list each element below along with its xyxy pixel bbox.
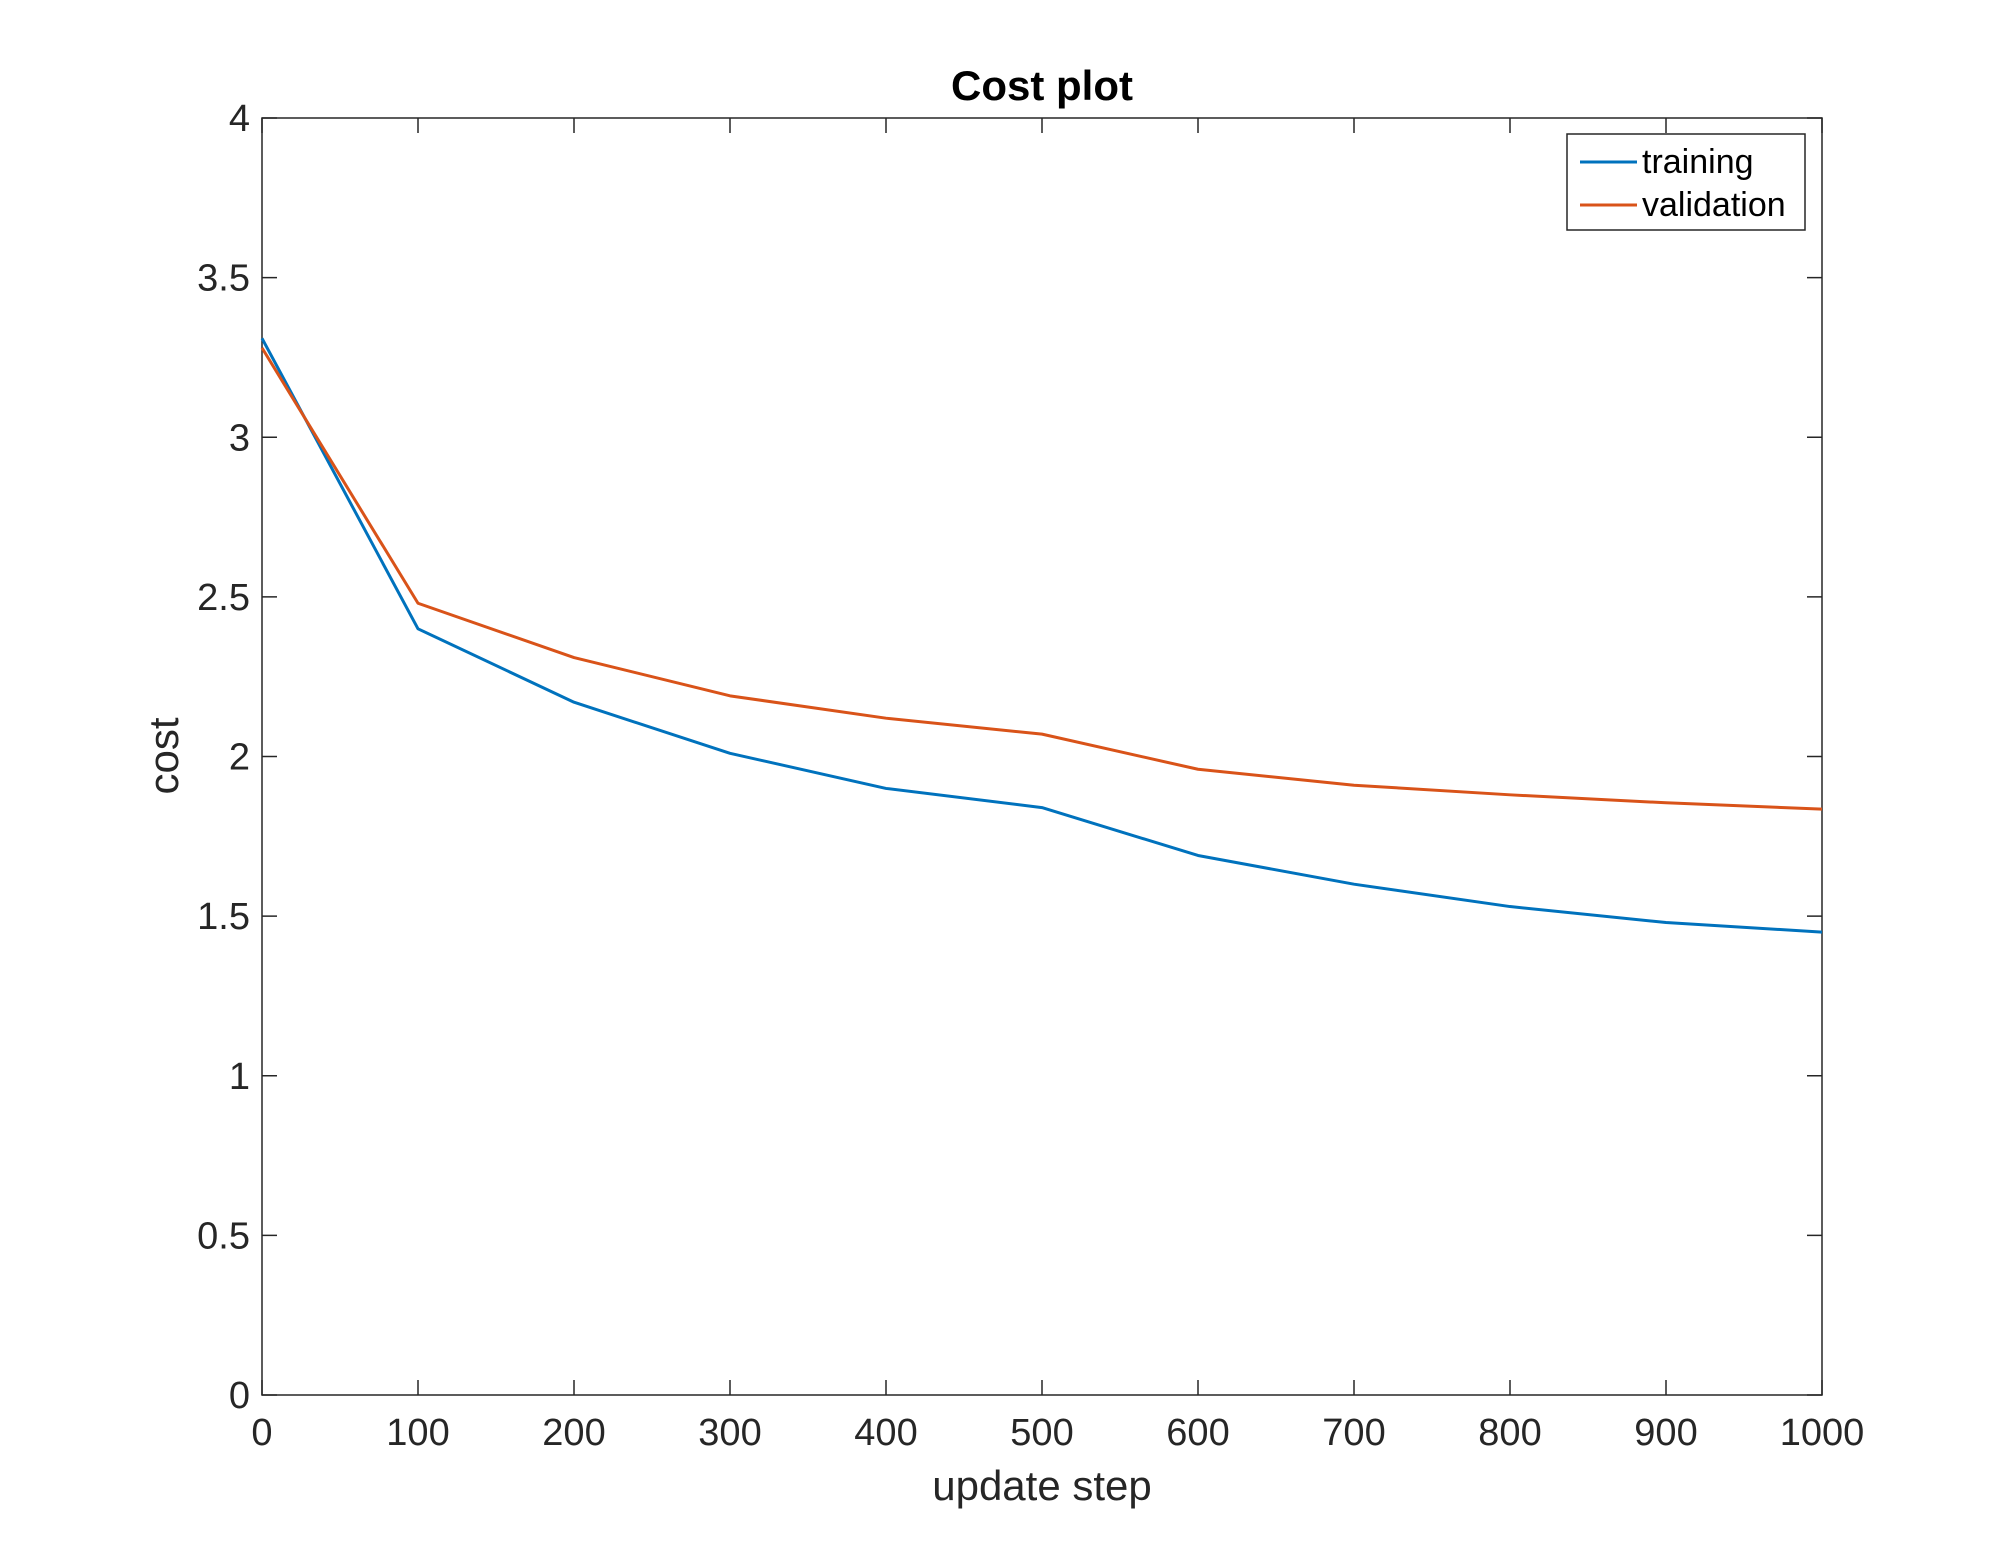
x-tick-label: 1000 <box>1780 1412 1865 1454</box>
y-tick-label: 3.5 <box>197 258 250 300</box>
legend-box <box>1566 133 1806 231</box>
y-tick-label: 0.5 <box>197 1215 250 1257</box>
legend-label-validation: validation <box>1642 186 1786 224</box>
x-tick-label: 0 <box>251 1412 272 1454</box>
y-tick-label: 3 <box>229 417 250 459</box>
y-tick-label: 1.5 <box>197 896 250 938</box>
y-tick-label: 1 <box>229 1056 250 1098</box>
chart-title: Cost plot <box>951 62 1133 109</box>
y-axis-label: cost <box>140 717 187 794</box>
axes-box <box>261 117 1823 1396</box>
x-tick-label: 900 <box>1634 1412 1697 1454</box>
x-axis-ticks: 0 100 200 300 400 500 600 700 800 900 1000 <box>251 118 1864 1454</box>
y-tick-label: 0 <box>229 1375 250 1417</box>
x-tick-label: 300 <box>698 1412 761 1454</box>
plot-area: 0 100 200 300 400 500 600 700 800 900 1000 0 0.5 1 1.… <box>197 98 1864 1454</box>
x-tick-label: 700 <box>1322 1412 1385 1454</box>
x-tick-label: 500 <box>1010 1412 1073 1454</box>
x-tick-label: 600 <box>1166 1412 1229 1454</box>
y-tick-label: 2 <box>229 737 250 779</box>
legend: training validation <box>1566 133 1806 231</box>
x-tick-label: 400 <box>854 1412 917 1454</box>
x-tick-label: 100 <box>386 1412 449 1454</box>
y-axis-ticks: 0 0.5 1 1.5 2 2.5 3 3.5 4 <box>197 98 1822 1417</box>
y-tick-label: 2.5 <box>197 577 250 619</box>
x-axis-label: update step <box>932 1462 1152 1509</box>
legend-label-training: training <box>1642 143 1754 181</box>
y-tick-label: 4 <box>229 98 250 140</box>
series-layer <box>260 337 1823 934</box>
x-tick-label: 200 <box>542 1412 605 1454</box>
series-line-training <box>260 337 1823 934</box>
series-line-validation <box>260 347 1823 811</box>
x-tick-label: 800 <box>1478 1412 1541 1454</box>
